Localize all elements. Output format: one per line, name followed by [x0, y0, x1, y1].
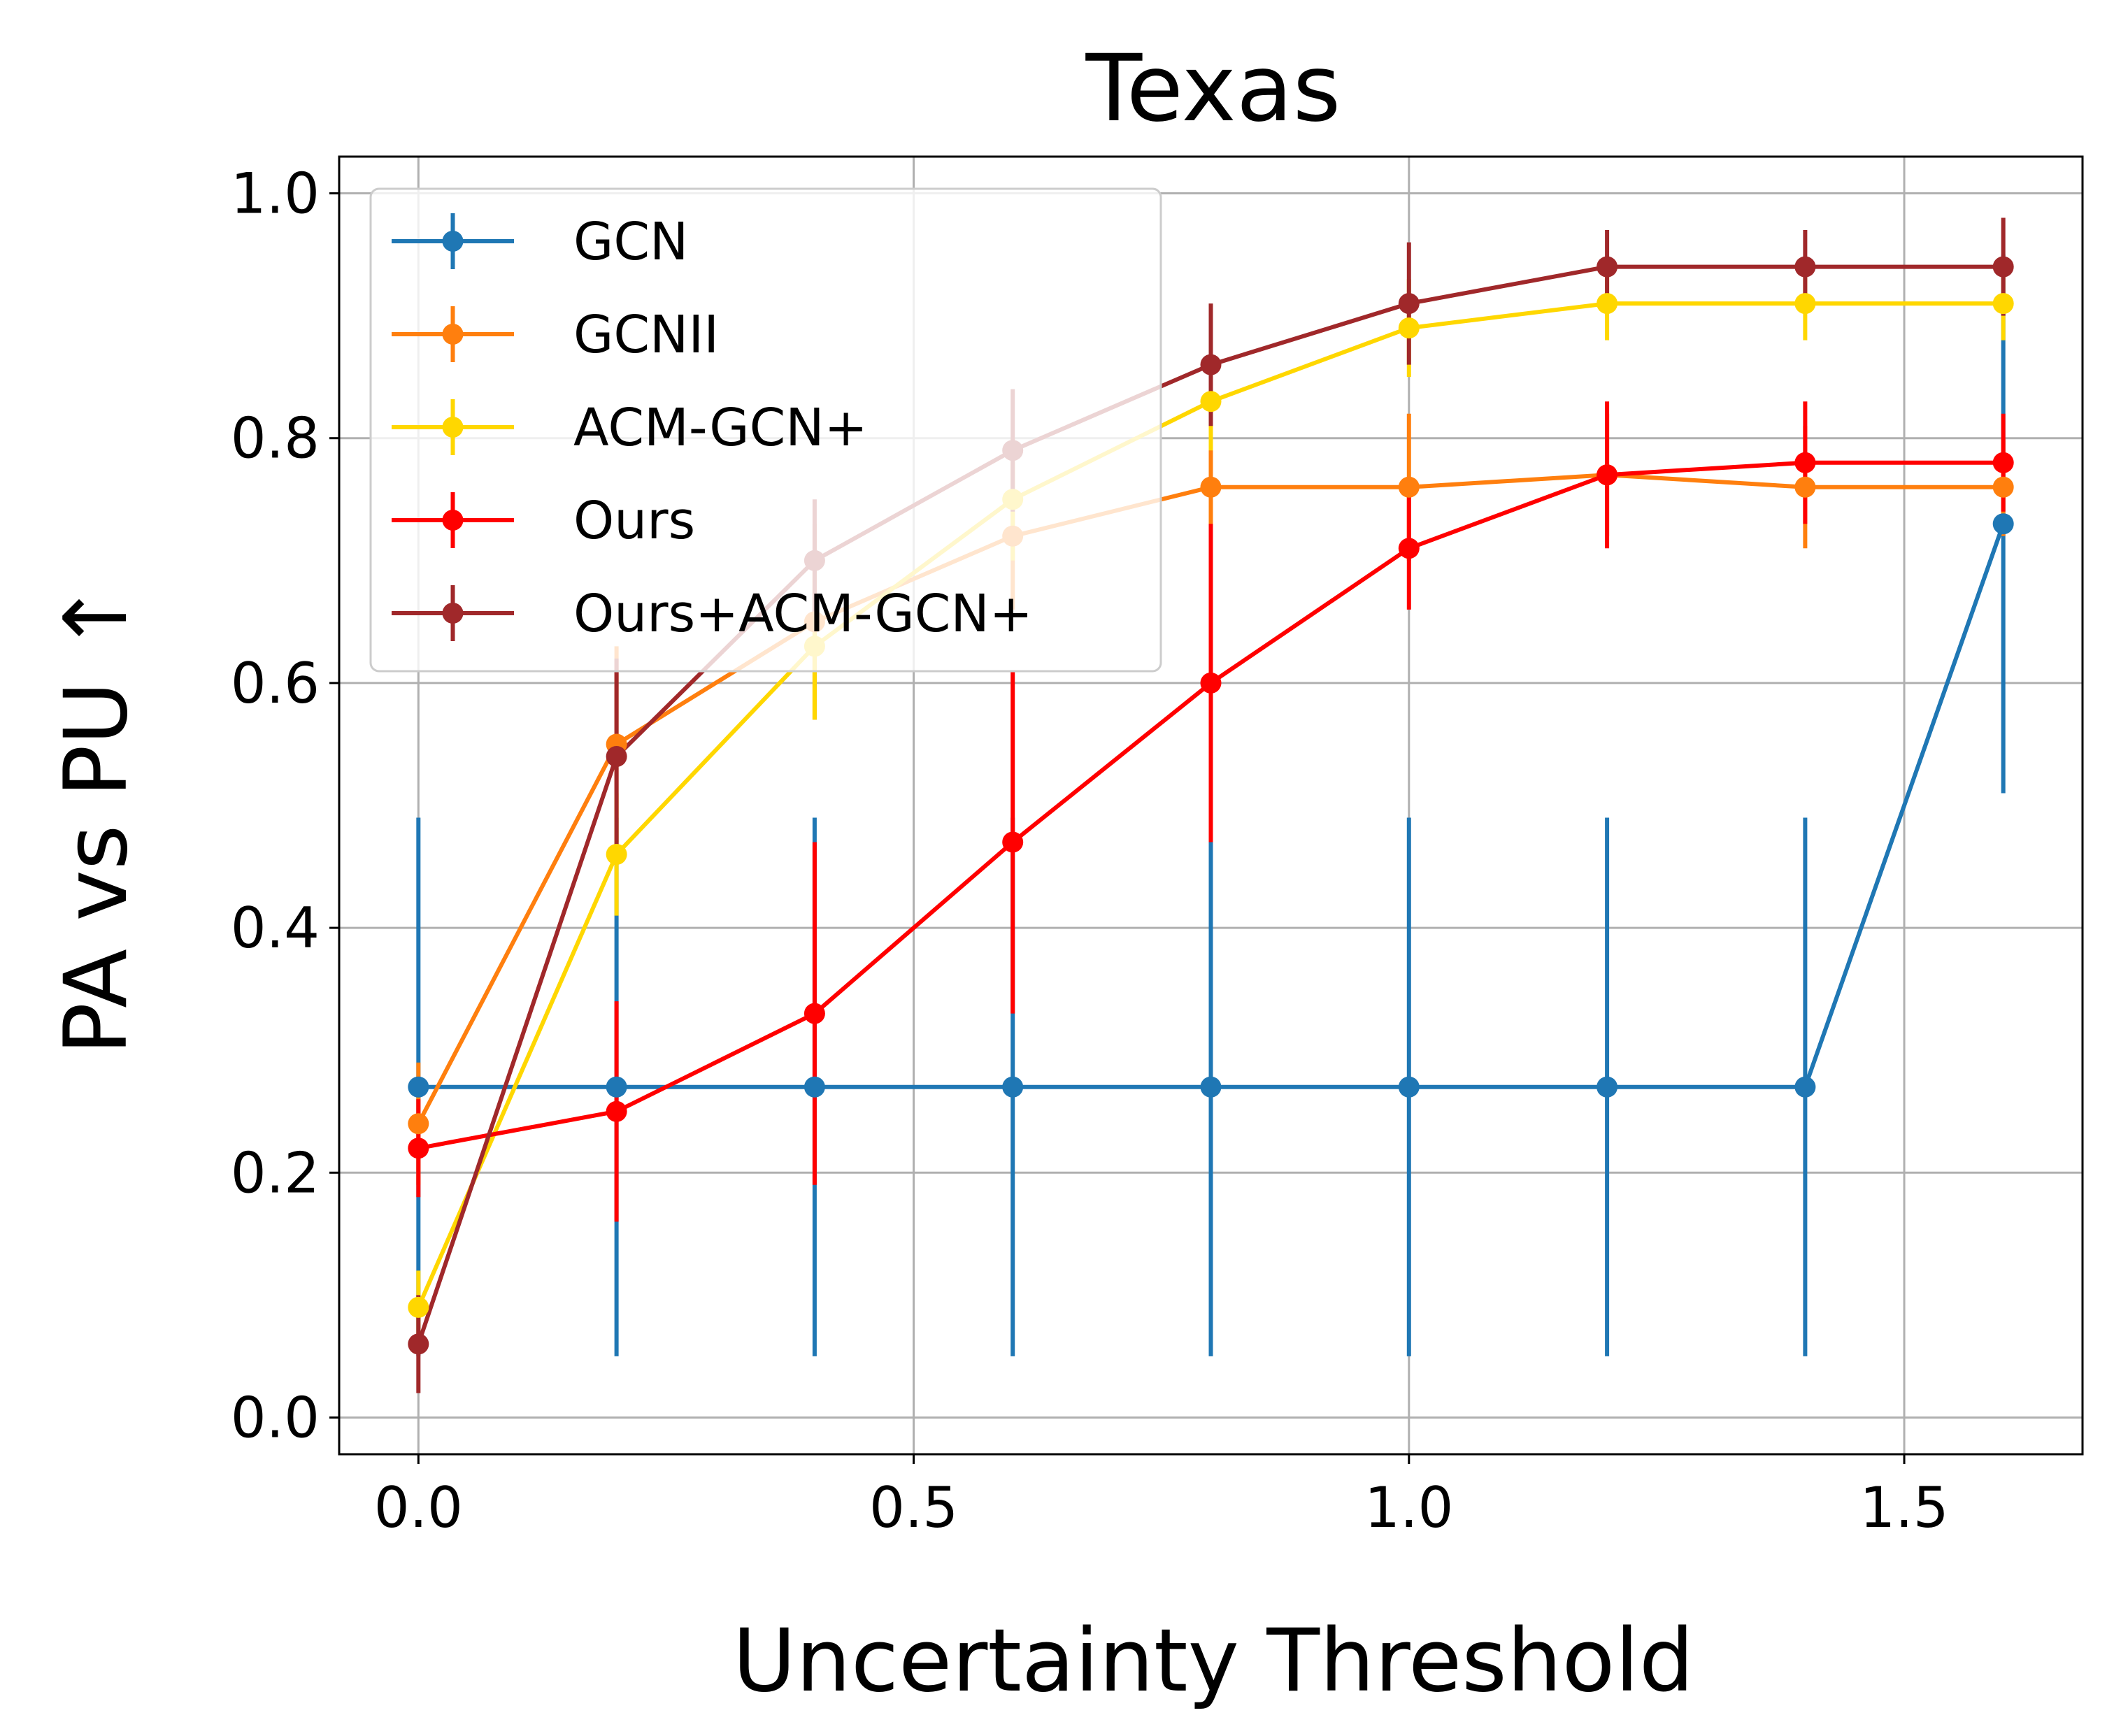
y-tick-label: 0.8	[231, 406, 320, 471]
data-point-acm-gcn	[1992, 293, 2014, 315]
plot-frame	[338, 155, 2084, 1456]
data-point-ours	[408, 1138, 429, 1159]
x-tick-label: 1.0	[1364, 1475, 1453, 1540]
data-point-ours	[1200, 672, 1222, 694]
legend-marker	[442, 231, 464, 252]
data-point-acm-gcn	[1597, 293, 1618, 315]
legend-marker	[442, 324, 464, 345]
data-point-gcn	[1992, 513, 2014, 535]
data-point-acm-gcn	[1398, 317, 1420, 339]
y-tick-label: 0.6	[231, 651, 320, 716]
data-point-gcnii	[1398, 476, 1420, 498]
legend-label: GCNII	[573, 305, 719, 365]
data-point-acm-gcn	[408, 1296, 429, 1318]
data-point-gcn	[408, 1076, 429, 1098]
legend-marker	[442, 417, 464, 438]
legend-label: GCN	[573, 212, 688, 272]
legend-label: Ours	[573, 491, 695, 551]
x-tick-label: 0.5	[869, 1475, 958, 1540]
legend-label: Ours+ACM-GCN+	[573, 584, 1033, 644]
legend-label: ACM-GCN+	[573, 398, 868, 458]
data-point-ours-acm-gcn	[408, 1333, 429, 1355]
data-point-gcnii	[1992, 476, 2014, 498]
data-point-ours-acm-gcn	[1597, 256, 1618, 278]
data-point-gcn	[1794, 1076, 1816, 1098]
data-point-ours	[1992, 452, 2014, 473]
data-point-ours-acm-gcn	[1200, 354, 1222, 375]
data-point-acm-gcn	[1794, 293, 1816, 315]
x-tick-label: 1.5	[1859, 1475, 1948, 1540]
legend-box	[369, 187, 1162, 673]
x-axis-title: Uncertainty Threshold	[733, 1611, 1694, 1712]
data-point-ours	[606, 1100, 627, 1122]
axis-ticks: 0.0 0.5 1.0 1.5 0.0 0.2 0.4 0.6 0.8 1.0	[231, 162, 1949, 1540]
data-point-ours-acm-gcn	[606, 745, 627, 767]
data-point-ours	[1002, 831, 1024, 853]
data-point-ours	[803, 1003, 825, 1024]
data-point-ours	[1398, 538, 1420, 559]
y-tick-label: 0.4	[231, 896, 320, 961]
data-point-gcnii	[1200, 476, 1222, 498]
data-point-ours	[1794, 452, 1816, 473]
data-point-gcn	[803, 1076, 825, 1098]
x-tick-label: 0.0	[374, 1475, 463, 1540]
chart-title: Texas	[1085, 35, 1341, 143]
data-point-gcn	[1002, 1076, 1024, 1098]
data-point-acm-gcn	[1200, 391, 1222, 413]
legend-marker	[442, 510, 464, 531]
data-point-ours-acm-gcn	[1992, 256, 2014, 278]
y-axis-title: PA vs PU ↑	[46, 581, 147, 1054]
data-point-gcn	[1597, 1076, 1618, 1098]
data-point-ours-acm-gcn	[1794, 256, 1816, 278]
data-point-gcn	[1398, 1076, 1420, 1098]
y-tick-label: 0.0	[231, 1385, 320, 1450]
y-tick-label: 1.0	[231, 162, 320, 227]
data-point-gcn	[606, 1076, 627, 1098]
data-point-acm-gcn	[606, 844, 627, 866]
data-point-gcn	[1200, 1076, 1222, 1098]
legend: GCN GCNII ACM-GCN+ Ours Ours+ACM-GCN+	[369, 187, 1162, 673]
legend-marker	[442, 603, 464, 624]
data-point-gcnii	[1794, 476, 1816, 498]
data-point-ours	[1597, 464, 1618, 486]
y-tick-label: 0.2	[231, 1140, 320, 1205]
data-point-ours-acm-gcn	[1398, 293, 1420, 315]
data-point-gcnii	[408, 1113, 429, 1135]
